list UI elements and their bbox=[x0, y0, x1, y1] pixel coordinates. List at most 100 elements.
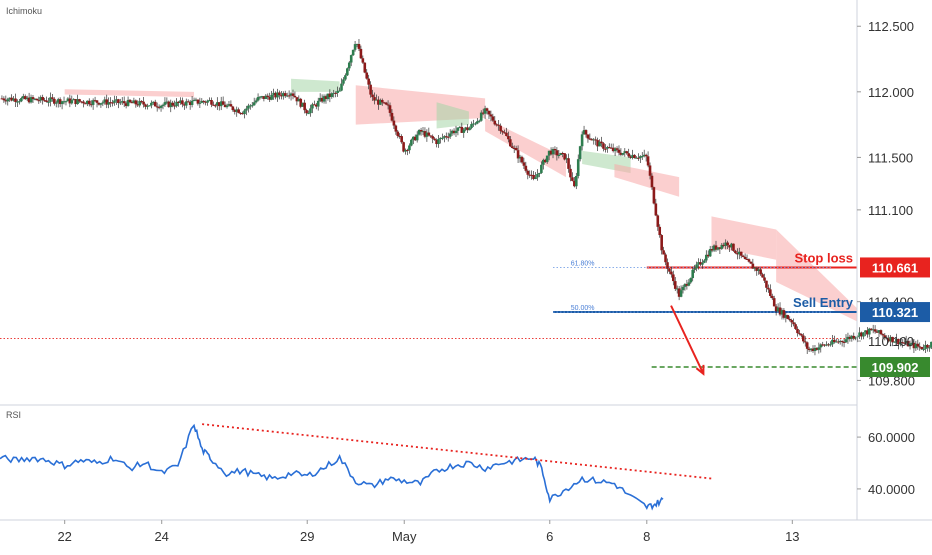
candle-body bbox=[287, 95, 291, 97]
candle-body bbox=[72, 99, 76, 101]
price-candle bbox=[425, 129, 429, 142]
candle-body bbox=[912, 342, 916, 349]
candle-body bbox=[454, 130, 458, 134]
price-candle bbox=[406, 148, 409, 156]
price-candle bbox=[330, 92, 334, 99]
price-candle bbox=[113, 95, 116, 106]
price-candle bbox=[615, 146, 619, 153]
price-candle bbox=[334, 91, 337, 98]
candle-body bbox=[914, 343, 918, 349]
candle-body bbox=[908, 343, 912, 347]
price-candle bbox=[873, 325, 877, 334]
candle-body bbox=[4, 100, 8, 102]
price-candle bbox=[906, 338, 910, 347]
candle-body bbox=[155, 106, 159, 108]
price-candle bbox=[900, 339, 904, 348]
candle-body bbox=[786, 315, 790, 319]
candle-body bbox=[227, 104, 231, 106]
price-candle bbox=[35, 98, 39, 101]
candle-body bbox=[283, 93, 287, 96]
candle-body bbox=[652, 187, 656, 204]
price-candle bbox=[140, 100, 143, 104]
candle-body bbox=[264, 95, 268, 99]
candle-body bbox=[736, 253, 739, 255]
price-candle bbox=[639, 155, 642, 164]
candle-body bbox=[313, 104, 316, 106]
price-candle bbox=[629, 154, 632, 159]
price-candle bbox=[584, 129, 588, 138]
price-candle bbox=[474, 122, 477, 126]
candle-body bbox=[198, 102, 202, 104]
candle-body bbox=[216, 102, 219, 106]
price-candle bbox=[879, 329, 883, 336]
candle-body bbox=[295, 97, 299, 102]
candle-body bbox=[314, 104, 318, 107]
price-candle bbox=[95, 99, 99, 108]
price-candle bbox=[144, 103, 147, 110]
price-candle bbox=[596, 137, 599, 152]
candle-body bbox=[291, 93, 295, 96]
price-candle bbox=[37, 96, 41, 104]
candle-body bbox=[45, 100, 48, 102]
price-candle bbox=[386, 100, 390, 110]
candle-body bbox=[239, 112, 242, 114]
rsi-axis[interactable]: 60.0000 40.0000 bbox=[857, 430, 915, 497]
candle-body bbox=[476, 121, 479, 124]
price-candle bbox=[718, 247, 722, 254]
price-pane-title: Ichimoku bbox=[6, 6, 42, 16]
rsi-trendline[interactable] bbox=[202, 423, 712, 480]
time-axis[interactable]: 22 24 29 May 6 8 13 bbox=[57, 520, 800, 544]
ichimoku-cloud-green-1 bbox=[291, 78, 340, 92]
candle-body bbox=[297, 98, 301, 102]
candle-body bbox=[710, 249, 714, 251]
price-candle bbox=[441, 133, 444, 141]
candle-body bbox=[904, 340, 908, 344]
price-pane[interactable]: 61.80% 50.00% Stop loss Sell Entry Ichimoku bbox=[0, 0, 932, 404]
price-candle bbox=[314, 102, 318, 110]
candle-body bbox=[627, 153, 630, 157]
candle-body bbox=[375, 99, 378, 101]
candle-body bbox=[419, 129, 423, 132]
candle-body bbox=[734, 250, 737, 254]
candle-body bbox=[588, 138, 592, 140]
price-candle bbox=[569, 164, 572, 182]
price-candle bbox=[728, 244, 731, 253]
price-candle bbox=[646, 151, 650, 168]
rsi-tick-label: 40.0000 bbox=[868, 482, 915, 497]
candle-body bbox=[838, 341, 842, 343]
candle-body bbox=[668, 268, 671, 272]
price-candle bbox=[117, 98, 120, 109]
candle-body bbox=[134, 100, 138, 105]
price-candle bbox=[225, 103, 229, 109]
candle-body bbox=[388, 105, 392, 113]
candle-body bbox=[163, 102, 167, 105]
price-candle bbox=[373, 92, 376, 105]
candle-body bbox=[920, 346, 923, 350]
candle-body bbox=[142, 101, 145, 105]
candle-body bbox=[718, 247, 722, 249]
price-candle bbox=[844, 334, 848, 344]
rsi-pane[interactable]: RSI bbox=[0, 406, 857, 520]
candle-body bbox=[701, 262, 704, 265]
candle-body bbox=[68, 98, 72, 104]
price-candle bbox=[604, 144, 607, 153]
candle-body bbox=[869, 328, 873, 331]
price-candle bbox=[134, 99, 138, 108]
price-candle bbox=[897, 338, 900, 350]
candle-body bbox=[241, 113, 244, 115]
price-candle bbox=[509, 136, 512, 148]
candle-body bbox=[604, 148, 607, 150]
candle-body bbox=[753, 267, 757, 269]
price-candle bbox=[609, 143, 613, 149]
price-candle bbox=[757, 266, 760, 275]
time-tick-label: 8 bbox=[643, 529, 650, 544]
price-candle bbox=[250, 101, 254, 108]
price-candle bbox=[353, 41, 357, 52]
price-candle bbox=[904, 335, 908, 346]
price-candle bbox=[489, 110, 493, 122]
take-profit-price-badge: 109.902 bbox=[860, 357, 930, 378]
price-candle bbox=[640, 152, 644, 160]
candle-body bbox=[590, 139, 594, 141]
